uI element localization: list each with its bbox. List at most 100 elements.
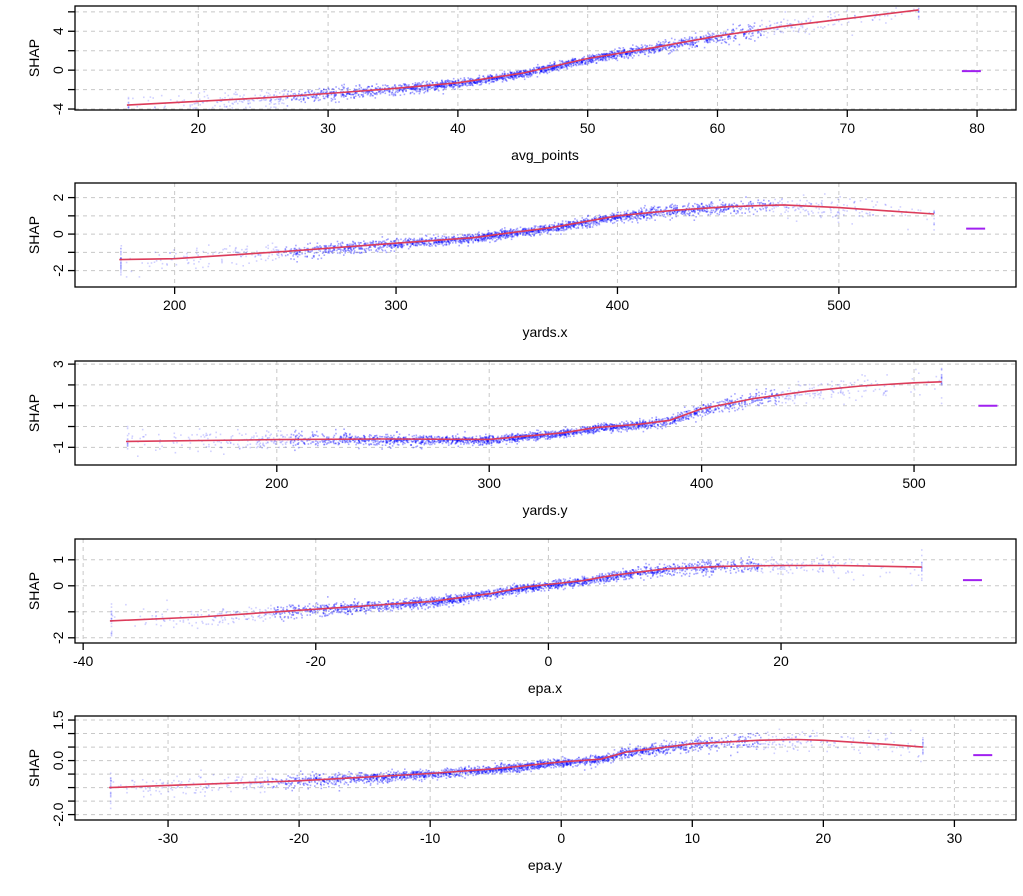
scatter-point xyxy=(120,261,122,263)
scatter-point xyxy=(645,46,647,49)
scatter-point xyxy=(408,88,411,90)
scatter-point xyxy=(861,210,863,213)
scatter-point xyxy=(304,255,307,258)
scatter-point xyxy=(378,247,380,249)
scatter-point xyxy=(476,83,478,85)
scatter-point xyxy=(391,86,393,89)
scatter-point xyxy=(237,428,239,431)
scatter-point xyxy=(619,216,621,218)
scatter-point xyxy=(604,216,607,218)
scatter-point xyxy=(276,249,279,251)
scatter-point xyxy=(377,91,380,93)
scatter-point xyxy=(701,202,703,205)
scatter-point xyxy=(155,260,158,262)
scatter-point xyxy=(331,250,334,252)
scatter-point xyxy=(418,84,421,87)
scatter-point xyxy=(298,250,300,253)
scatter-point xyxy=(650,217,653,219)
scatter-point xyxy=(461,82,464,84)
scatter-point xyxy=(649,48,652,50)
scatter-point xyxy=(569,226,572,229)
scatter-point xyxy=(345,93,348,96)
scatter-point xyxy=(479,80,482,83)
scatter-point xyxy=(697,204,699,206)
scatter-point xyxy=(478,76,481,79)
scatter-point xyxy=(380,91,382,94)
scatter-point xyxy=(333,90,335,93)
scatter-point xyxy=(820,26,822,28)
scatter-point xyxy=(509,235,512,238)
scatter-point xyxy=(708,33,710,36)
scatter-point xyxy=(358,246,360,248)
scatter-point xyxy=(440,85,443,88)
scatter-point xyxy=(504,231,506,233)
scatter-point xyxy=(474,82,476,84)
scatter-point xyxy=(298,99,300,101)
scatter-point xyxy=(836,211,839,214)
scatter-point xyxy=(496,77,498,79)
scatter-point xyxy=(438,85,440,87)
scatter-point xyxy=(428,242,431,245)
scatter-point xyxy=(498,77,500,79)
scatter-point xyxy=(303,98,305,100)
scatter-point xyxy=(400,85,402,87)
scatter-point xyxy=(687,43,690,45)
scatter-point xyxy=(520,71,522,73)
scatter-point xyxy=(519,74,521,77)
y-tick-label: 0 xyxy=(50,230,66,238)
scatter-point xyxy=(501,81,504,83)
scatter-point xyxy=(469,82,471,84)
scatter-point xyxy=(565,228,568,231)
scatter-point xyxy=(616,217,618,219)
scatter-point xyxy=(671,217,673,219)
scatter-point xyxy=(487,233,489,236)
scatter-point xyxy=(644,49,647,52)
scatter-point xyxy=(374,246,377,248)
scatter-point xyxy=(772,202,775,205)
scatter-point xyxy=(728,204,730,207)
scatter-point xyxy=(529,68,531,70)
scatter-point xyxy=(860,21,863,23)
scatter-point xyxy=(538,71,541,74)
scatter-point xyxy=(341,94,344,97)
scatter-point xyxy=(758,203,761,206)
scatter-point xyxy=(614,218,617,220)
scatter-point xyxy=(516,70,518,73)
scatter-point xyxy=(560,226,562,228)
scatter-point xyxy=(759,207,761,210)
scatter-point xyxy=(637,54,640,57)
scatter-point xyxy=(393,244,395,247)
scatter-point xyxy=(560,60,563,63)
scatter-point xyxy=(661,213,664,216)
scatter-point xyxy=(553,66,556,69)
scatter-point xyxy=(439,85,442,88)
scatter-point xyxy=(452,77,455,80)
scatter-point xyxy=(243,250,245,253)
scatter-point xyxy=(189,104,191,106)
scatter-point xyxy=(391,92,393,94)
scatter-point xyxy=(282,99,284,101)
scatter-point xyxy=(287,90,290,93)
scatter-point xyxy=(533,234,535,237)
scatter-point xyxy=(775,28,778,31)
scatter-point xyxy=(344,250,347,252)
scatter-point xyxy=(747,29,750,31)
scatter-point xyxy=(437,84,439,87)
scatter-point xyxy=(579,222,582,225)
scatter-point xyxy=(724,41,727,44)
scatter-point xyxy=(127,107,130,109)
scatter-point xyxy=(495,77,498,80)
scatter-point xyxy=(414,82,417,84)
scatter-point xyxy=(465,83,467,85)
scatter-point xyxy=(429,243,431,245)
scatter-point xyxy=(488,79,490,82)
scatter-point xyxy=(391,91,394,93)
scatter-point xyxy=(227,94,230,97)
scatter-point xyxy=(548,64,550,67)
scatter-point xyxy=(535,66,538,69)
scatter-point xyxy=(721,39,724,41)
scatter-point xyxy=(412,87,415,89)
scatter-point xyxy=(689,43,691,45)
scatter-point xyxy=(379,247,381,249)
scatter-point xyxy=(404,238,406,241)
